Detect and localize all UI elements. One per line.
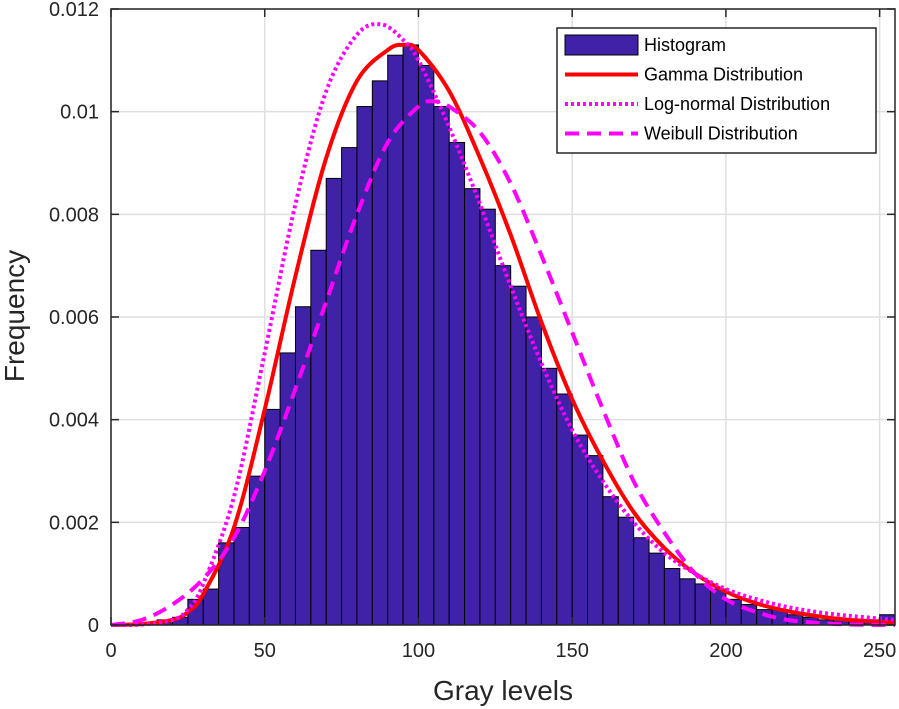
histogram-bar (510, 285, 527, 626)
y-tick-label: 0 (88, 615, 99, 637)
histogram-bar (633, 537, 650, 626)
x-tick-label: 150 (555, 640, 588, 662)
x-tick-label: 0 (105, 640, 116, 662)
histogram-bar (602, 496, 619, 626)
legend: Histogram Gamma Distribution Log-normal Di… (556, 27, 877, 154)
histogram-bar (694, 583, 712, 626)
distribution-curves (110, 22, 896, 628)
histogram-bar (464, 188, 481, 626)
histogram-bar (264, 408, 281, 626)
histogram-bar (433, 106, 450, 626)
histogram-bar (402, 44, 419, 626)
y-tick-label: 0.006 (49, 307, 99, 329)
y-tick-label: 0.01 (60, 102, 99, 124)
y-axis-label: Frequency (0, 250, 30, 382)
legend-label: Weibull Distribution (644, 124, 798, 144)
histogram-bar (587, 455, 604, 626)
x-tick-label: 50 (254, 640, 276, 662)
histogram-bar (540, 367, 558, 626)
lognormal-curve (110, 22, 896, 628)
legend-label: Histogram (644, 35, 726, 55)
histogram-bar (679, 578, 696, 626)
y-tick-label: 0.004 (49, 410, 99, 432)
axis-ticks: 0 50 100 150 200 250 0 0.002 0.004 0.006 0.008 0.01… (49, 0, 896, 662)
histogram-bar (494, 265, 512, 626)
histogram-bar (525, 316, 542, 626)
histogram-bar (571, 434, 589, 626)
gamma-curve (110, 42, 896, 627)
legend-label: Gamma Distribution (644, 65, 803, 85)
histogram-bar (648, 552, 665, 626)
histogram-bar (663, 568, 681, 626)
histogram-bar (202, 588, 220, 626)
histogram-bars (141, 44, 896, 626)
legend-swatch-histogram (564, 34, 639, 56)
y-tick-label: 0.002 (49, 512, 99, 534)
x-tick-label: 200 (709, 640, 742, 662)
histogram-bar (371, 80, 389, 626)
histogram-bar (617, 516, 635, 626)
x-tick-label: 100 (402, 640, 435, 662)
x-tick-label: 250 (863, 640, 896, 662)
y-tick-label: 0.012 (49, 0, 99, 21)
histogram-bar (710, 588, 727, 626)
x-axis-label: Gray levels (433, 675, 573, 706)
histogram-bar (479, 208, 496, 626)
histogram-bar (556, 393, 573, 626)
histogram-bar (233, 526, 250, 626)
histogram-bar (417, 64, 435, 626)
histogram-bar (325, 177, 343, 626)
y-tick-label: 0.008 (49, 204, 99, 226)
histogram-bar (448, 141, 466, 626)
legend-label: Log-normal Distribution (644, 94, 830, 114)
